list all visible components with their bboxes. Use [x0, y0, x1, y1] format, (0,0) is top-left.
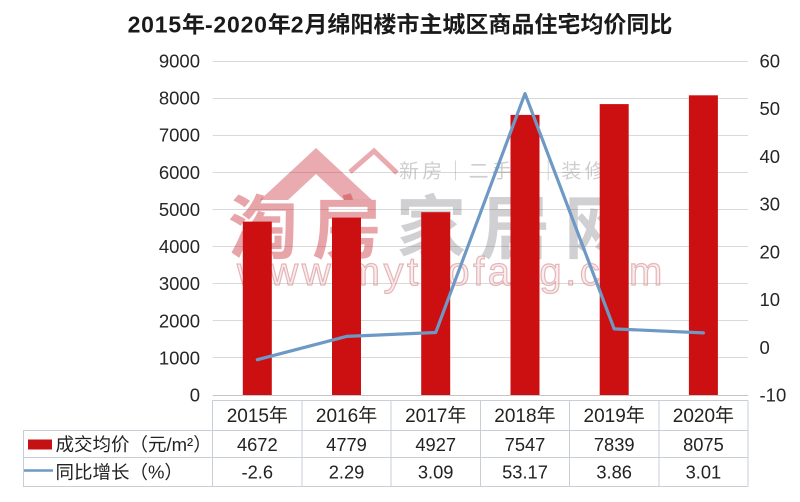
svg-text:7547: 7547 [505, 434, 546, 455]
svg-text:-: - [205, 12, 213, 38]
svg-text:/m²: /m² [167, 434, 194, 455]
svg-text:3.01: 3.01 [686, 462, 722, 483]
svg-text:3.86: 3.86 [596, 462, 632, 483]
svg-text:30: 30 [760, 194, 781, 215]
svg-text:4927: 4927 [415, 434, 456, 455]
svg-text:0: 0 [190, 385, 200, 406]
svg-text:20: 20 [760, 241, 781, 262]
svg-text:-10: -10 [760, 385, 787, 406]
svg-text:2000: 2000 [159, 310, 200, 331]
svg-text:2015: 2015 [128, 12, 182, 38]
svg-text:4672: 4672 [237, 434, 278, 455]
svg-text:50: 50 [760, 98, 781, 119]
svg-text:5000: 5000 [159, 199, 200, 220]
svg-text:53.17: 53.17 [502, 462, 548, 483]
svg-text:2017: 2017 [405, 406, 447, 427]
svg-text:40: 40 [760, 146, 781, 167]
svg-text:6000: 6000 [159, 162, 200, 183]
svg-text:9000: 9000 [159, 51, 200, 72]
svg-text:%: % [148, 462, 164, 483]
svg-text:4779: 4779 [326, 434, 367, 455]
svg-text:0: 0 [760, 337, 770, 358]
svg-text:-2.6: -2.6 [242, 462, 274, 483]
svg-text:8075: 8075 [683, 434, 724, 455]
svg-text:7000: 7000 [159, 125, 200, 146]
svg-text:3.09: 3.09 [418, 462, 454, 483]
svg-text:2020: 2020 [213, 12, 267, 38]
svg-text:3000: 3000 [159, 273, 200, 294]
svg-text:2.29: 2.29 [329, 462, 365, 483]
svg-text:1000: 1000 [159, 347, 200, 368]
svg-text:2019: 2019 [584, 406, 626, 427]
svg-text:8000: 8000 [159, 88, 200, 109]
svg-text:4000: 4000 [159, 236, 200, 257]
svg-text:2020: 2020 [673, 406, 715, 427]
svg-text:2018: 2018 [494, 406, 536, 427]
svg-text:2016: 2016 [316, 406, 358, 427]
svg-text:2015: 2015 [227, 406, 269, 427]
svg-text:60: 60 [760, 51, 781, 72]
svg-text:2: 2 [291, 12, 305, 38]
svg-text:10: 10 [760, 289, 781, 310]
svg-text:7839: 7839 [594, 434, 635, 455]
